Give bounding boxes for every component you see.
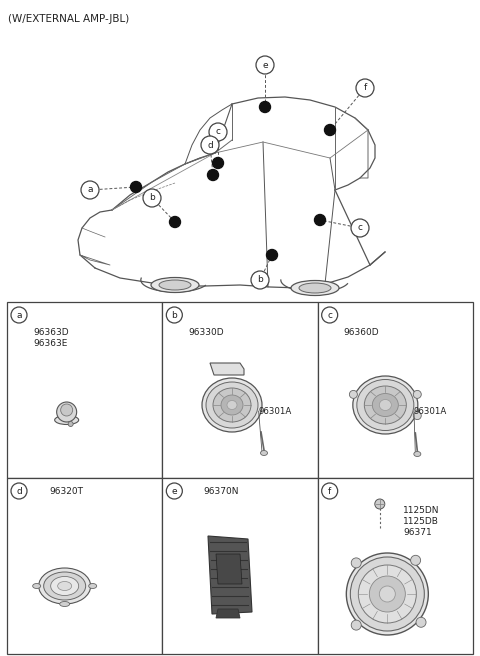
Circle shape: [167, 483, 182, 499]
Text: f: f: [363, 83, 367, 92]
Circle shape: [324, 125, 336, 136]
Text: 96363E: 96363E: [33, 339, 67, 348]
Ellipse shape: [51, 577, 79, 596]
Polygon shape: [216, 609, 240, 618]
Text: 96371: 96371: [403, 528, 432, 537]
Circle shape: [322, 307, 337, 323]
Text: c: c: [216, 127, 220, 136]
Ellipse shape: [350, 557, 424, 631]
Circle shape: [351, 558, 361, 568]
Circle shape: [410, 555, 420, 565]
Ellipse shape: [364, 386, 407, 424]
Ellipse shape: [39, 568, 91, 604]
Ellipse shape: [60, 602, 70, 607]
Circle shape: [11, 307, 27, 323]
Ellipse shape: [89, 583, 96, 588]
Ellipse shape: [372, 394, 398, 417]
Circle shape: [209, 123, 227, 141]
Text: 1125DB: 1125DB: [403, 517, 439, 526]
Text: e: e: [262, 60, 268, 70]
Ellipse shape: [299, 283, 331, 293]
Ellipse shape: [359, 565, 416, 623]
Ellipse shape: [55, 415, 79, 424]
Text: (W/EXTERNAL AMP-JBL): (W/EXTERNAL AMP-JBL): [8, 14, 129, 24]
Circle shape: [11, 483, 27, 499]
Ellipse shape: [379, 400, 391, 411]
Text: a: a: [16, 310, 22, 319]
Ellipse shape: [357, 380, 414, 430]
Circle shape: [169, 216, 180, 228]
Circle shape: [131, 182, 142, 192]
Ellipse shape: [221, 395, 243, 415]
Circle shape: [213, 157, 224, 169]
Bar: [318, 302, 473, 478]
Circle shape: [416, 617, 426, 627]
Circle shape: [375, 499, 385, 509]
Text: d: d: [16, 487, 22, 495]
Circle shape: [351, 219, 369, 237]
Text: c: c: [358, 224, 362, 232]
Ellipse shape: [347, 553, 428, 635]
Text: e: e: [171, 487, 177, 495]
Circle shape: [314, 215, 325, 226]
Ellipse shape: [261, 451, 267, 455]
Text: 96370N: 96370N: [204, 487, 239, 495]
Ellipse shape: [227, 401, 237, 409]
Ellipse shape: [379, 586, 396, 602]
Polygon shape: [216, 554, 242, 584]
Circle shape: [266, 249, 277, 260]
Ellipse shape: [159, 280, 191, 290]
Text: c: c: [327, 310, 332, 319]
Text: 96301A: 96301A: [259, 407, 292, 416]
Ellipse shape: [213, 388, 251, 422]
Polygon shape: [208, 536, 252, 614]
Ellipse shape: [414, 451, 421, 457]
Text: 96301A: 96301A: [414, 407, 447, 416]
Circle shape: [256, 56, 274, 74]
Bar: [162, 478, 318, 654]
Circle shape: [413, 390, 421, 398]
Ellipse shape: [151, 277, 199, 293]
Ellipse shape: [353, 376, 418, 434]
Circle shape: [260, 102, 271, 112]
Ellipse shape: [58, 581, 72, 590]
Circle shape: [351, 620, 361, 630]
Text: d: d: [207, 140, 213, 150]
Text: 96330D: 96330D: [188, 328, 224, 337]
Text: b: b: [257, 276, 263, 285]
Circle shape: [68, 422, 73, 426]
Text: 1125DN: 1125DN: [403, 506, 440, 515]
Circle shape: [349, 390, 358, 398]
Ellipse shape: [202, 378, 262, 432]
Text: a: a: [87, 186, 93, 194]
Ellipse shape: [60, 404, 72, 416]
Circle shape: [322, 483, 337, 499]
Circle shape: [413, 411, 421, 420]
Circle shape: [356, 79, 374, 97]
Circle shape: [81, 181, 99, 199]
Text: 96360D: 96360D: [344, 328, 379, 337]
Text: b: b: [171, 310, 177, 319]
Ellipse shape: [369, 576, 405, 612]
Text: b: b: [149, 194, 155, 203]
Bar: [7, 302, 162, 478]
Text: 96363D: 96363D: [33, 328, 69, 337]
Circle shape: [201, 136, 219, 154]
Ellipse shape: [206, 382, 258, 428]
Circle shape: [143, 189, 161, 207]
Text: 96320T: 96320T: [49, 487, 83, 495]
Polygon shape: [210, 363, 244, 375]
Ellipse shape: [291, 281, 339, 295]
Circle shape: [251, 271, 269, 289]
Bar: [318, 478, 473, 654]
Text: f: f: [328, 487, 331, 495]
Bar: [7, 478, 162, 654]
Ellipse shape: [57, 402, 77, 422]
Circle shape: [207, 169, 218, 180]
Ellipse shape: [44, 572, 85, 600]
Ellipse shape: [33, 583, 41, 588]
Bar: [162, 302, 318, 478]
Circle shape: [167, 307, 182, 323]
